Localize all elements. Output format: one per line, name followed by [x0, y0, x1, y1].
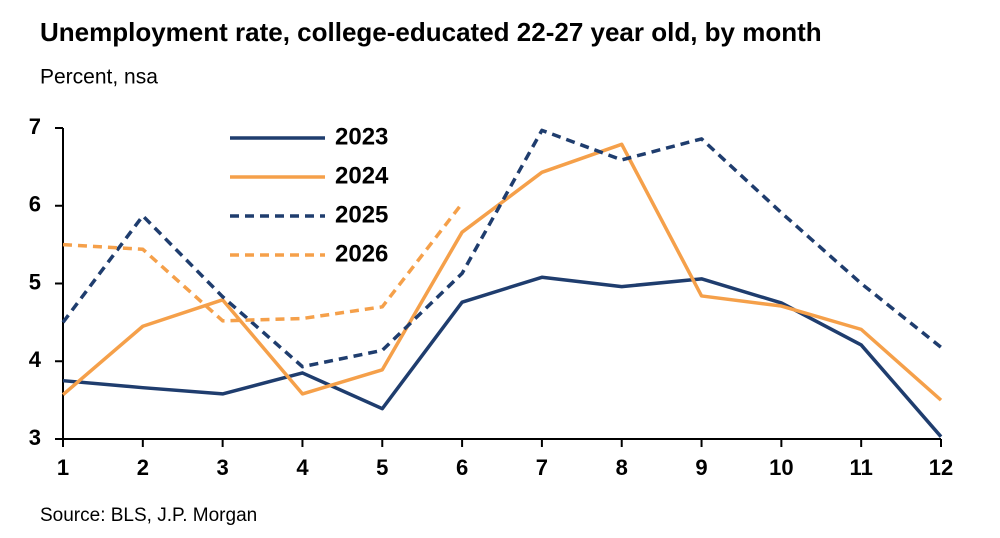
source-note: Source: BLS, J.P. Morgan [40, 505, 257, 526]
x-tick-label: 4 [296, 455, 309, 480]
y-tick-label: 3 [29, 425, 41, 450]
x-tick-label: 3 [217, 455, 229, 480]
series-line [62, 275, 943, 438]
legend-label: 2024 [335, 162, 389, 189]
x-tick-label: 6 [456, 455, 468, 480]
legend-label: 2026 [335, 240, 388, 267]
series-line [61, 142, 943, 402]
chart-subtitle: Percent, nsa [40, 66, 158, 89]
series-line [62, 202, 464, 323]
legend-label: 2023 [335, 123, 388, 150]
x-tick-label: 9 [695, 455, 707, 480]
x-tick-label: 12 [929, 455, 953, 480]
x-tick-label: 5 [376, 455, 388, 480]
x-tick-label: 8 [616, 455, 628, 480]
legend-label: 2025 [335, 201, 388, 228]
y-tick-label: 6 [29, 192, 41, 217]
x-tick-label: 7 [536, 455, 548, 480]
y-tick-label: 7 [29, 114, 41, 139]
series-line [61, 128, 943, 369]
y-tick-label: 5 [29, 269, 41, 294]
x-tick-label: 10 [769, 455, 793, 480]
y-tick-label: 4 [29, 347, 42, 372]
chart-title: Unemployment rate, college-educated 22-2… [40, 17, 822, 47]
x-tick-label: 1 [57, 455, 69, 480]
x-tick-label: 2 [137, 455, 149, 480]
x-tick-label: 11 [850, 455, 873, 480]
